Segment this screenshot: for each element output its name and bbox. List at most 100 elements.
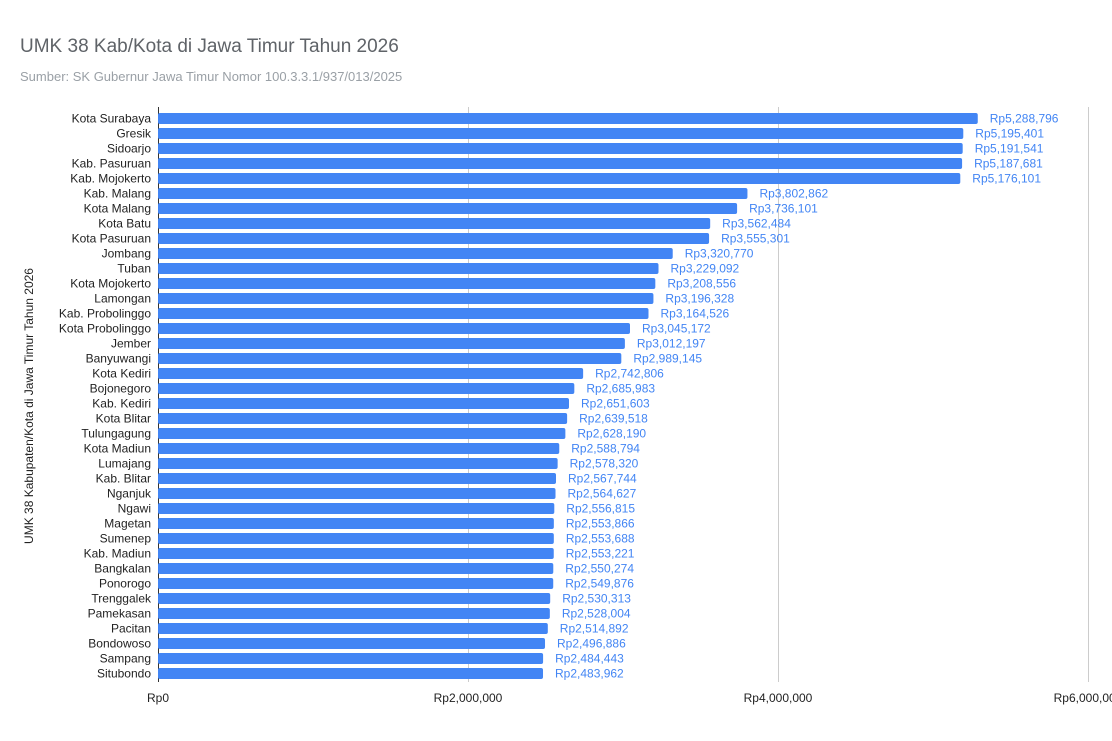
category-label: Trenggalek (91, 592, 152, 606)
bar (158, 113, 978, 124)
bar (158, 578, 554, 589)
bar-value-label: Rp3,320,770 (685, 247, 754, 261)
bar (158, 353, 622, 364)
bar-value-label: Rp2,742,806 (595, 367, 664, 381)
bar (158, 428, 566, 439)
bar-value-label: Rp3,164,526 (661, 307, 730, 321)
bar (158, 533, 554, 544)
category-label: Bangkalan (94, 562, 151, 576)
x-tick-label: Rp6,000,000 (1054, 691, 1112, 705)
bar (158, 248, 673, 259)
x-tick-labels: Rp0 Rp2,000,000 Rp4,000,000 Rp6,000,000 (147, 691, 1112, 705)
bar-value-label: Rp5,288,796 (990, 112, 1059, 126)
bar (158, 608, 550, 619)
category-label: Kab. Malang (84, 187, 151, 201)
category-label: Bondowoso (88, 637, 151, 651)
bar (158, 323, 631, 334)
bar (158, 638, 546, 649)
bar-value-label: Rp3,562,484 (722, 217, 791, 231)
bar (158, 593, 551, 604)
y-axis-label: UMK 38 Kabupaten/Kota di Jawa Timur Tahu… (22, 268, 36, 544)
category-label: Kab. Blitar (96, 472, 151, 486)
bar-value-label: Rp2,989,145 (633, 352, 702, 366)
category-label: Kota Probolinggo (59, 322, 151, 336)
bar-value-label: Rp2,483,962 (555, 667, 624, 681)
chart-title: UMK 38 Kab/Kota di Jawa Timur Tahun 2026 (20, 36, 399, 57)
bar-value-label: Rp5,191,541 (975, 142, 1044, 156)
bar (158, 143, 963, 154)
bar-value-label: Rp2,528,004 (562, 607, 631, 621)
category-label: Kota Kediri (92, 367, 151, 381)
bar-value-label: Rp3,736,101 (749, 202, 818, 216)
bar-value-label: Rp2,685,983 (586, 382, 655, 396)
bar (158, 368, 584, 379)
bar-value-label: Rp3,555,301 (721, 232, 790, 246)
category-label: Kab. Kediri (92, 397, 151, 411)
bar-value-label: Rp3,012,197 (637, 337, 706, 351)
bar-value-label: Rp2,484,443 (555, 652, 624, 666)
bar (158, 458, 558, 469)
bar-value-label: Rp2,549,876 (565, 577, 634, 591)
bar-value-label: Rp2,628,190 (577, 427, 646, 441)
bar (158, 128, 964, 139)
category-label: Kota Batu (98, 217, 151, 231)
category-label: Magetan (104, 517, 151, 531)
bar (158, 308, 649, 319)
bar-value-label: Rp3,196,328 (665, 292, 734, 306)
bar-value-label: Rp2,550,274 (565, 562, 634, 576)
bar-value-label: Rp2,588,794 (571, 442, 640, 456)
bar-value-label: Rp3,802,862 (759, 187, 828, 201)
bar (158, 623, 548, 634)
bar-value-label: Rp2,553,688 (566, 532, 635, 546)
bar-value-label: Rp5,187,681 (974, 157, 1043, 171)
bar (158, 668, 544, 679)
category-label: Lumajang (98, 457, 151, 471)
bars (158, 113, 978, 679)
bar (158, 158, 963, 169)
category-label: Sampang (100, 652, 151, 666)
category-label: Kota Surabaya (72, 112, 152, 126)
category-label: Kota Madiun (84, 442, 151, 456)
bar (158, 548, 554, 559)
x-tick-label: Rp4,000,000 (744, 691, 813, 705)
category-label: Kota Blitar (96, 412, 151, 426)
bar-value-label: Rp3,229,092 (671, 262, 740, 276)
bar-value-label: Rp2,553,221 (566, 547, 635, 561)
bar-value-label: Rp2,639,518 (579, 412, 648, 426)
category-label: Kota Malang (84, 202, 151, 216)
bar-value-label: Rp3,045,172 (642, 322, 711, 336)
category-label: Situbondo (97, 667, 151, 681)
bar (158, 263, 659, 274)
category-label: Kota Mojokerto (70, 277, 151, 291)
bar (158, 188, 748, 199)
bar (158, 233, 710, 244)
bar (158, 173, 961, 184)
bar (158, 503, 555, 514)
category-label: Kab. Probolinggo (59, 307, 151, 321)
category-label: Sidoarjo (107, 142, 151, 156)
category-label: Kota Pasuruan (72, 232, 151, 246)
bar-value-label: Rp2,530,313 (562, 592, 631, 606)
bar-value-label: Rp2,564,627 (568, 487, 637, 501)
category-label: Pacitan (111, 622, 151, 636)
x-tick-label: Rp2,000,000 (434, 691, 503, 705)
category-label: Jember (111, 337, 151, 351)
bar (158, 383, 575, 394)
category-label: Kab. Mojokerto (70, 172, 151, 186)
category-label: Tulungagung (81, 427, 151, 441)
category-label: Sumenep (100, 532, 152, 546)
bar (158, 518, 554, 529)
category-label: Pamekasan (88, 607, 151, 621)
bar (158, 293, 654, 304)
category-label: Nganjuk (107, 487, 152, 501)
bar (158, 338, 625, 349)
bar (158, 278, 656, 289)
bar-value-label: Rp2,578,320 (570, 457, 639, 471)
chart-subtitle: Sumber: SK Gubernur Jawa Timur Nomor 100… (20, 69, 403, 84)
bar (158, 473, 557, 484)
value-labels: Rp5,288,796Rp5,195,401Rp5,191,541Rp5,187… (555, 112, 1059, 681)
bar (158, 443, 560, 454)
category-label: Ngawi (118, 502, 151, 516)
